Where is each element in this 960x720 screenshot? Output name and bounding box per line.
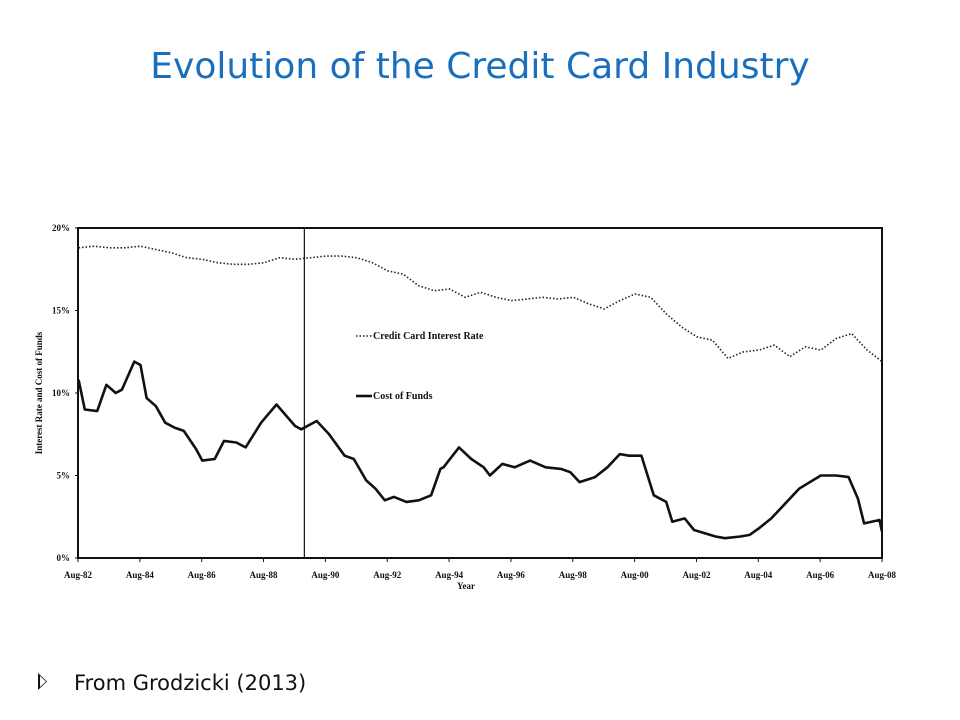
y-axis-label: Interest Rate and Cost of Funds (34, 331, 44, 454)
y-tick-label: 20% (52, 223, 70, 233)
y-tick-label: 5% (57, 471, 71, 481)
legend-label: Cost of Funds (373, 391, 433, 402)
series-line (77, 360, 884, 540)
x-tick-label: Aug-06 (806, 570, 835, 580)
x-tick-label: Aug-84 (126, 570, 155, 580)
x-tick-label: Aug-88 (250, 570, 279, 580)
y-tick-label: 10% (52, 388, 70, 398)
slide-title: Evolution of the Credit Card Industry (150, 46, 809, 87)
x-tick-label: Aug-96 (497, 570, 526, 580)
plot-frame (77, 227, 883, 559)
legend-label: Credit Card Interest Rate (373, 331, 484, 342)
x-tick-label: Aug-86 (188, 570, 217, 580)
series-line (78, 245, 883, 363)
x-tick-label: Aug-82 (64, 570, 93, 580)
bullet-arrow (38, 673, 47, 690)
y-tick-label: 0% (57, 553, 71, 563)
x-tick-label: Aug-98 (559, 570, 588, 580)
x-tick-label: Aug-00 (621, 570, 650, 580)
source-note: From Grodzicki (2013) (74, 671, 306, 695)
x-tick-label: Aug-08 (868, 570, 897, 580)
y-tick-label: 15% (52, 306, 70, 316)
x-tick-label: Aug-94 (435, 570, 464, 580)
x-tick-label: Aug-90 (311, 570, 340, 580)
x-axis-label: Year (457, 581, 475, 591)
x-tick-label: Aug-92 (373, 570, 402, 580)
x-tick-label: Aug-02 (682, 570, 711, 580)
x-tick-label: Aug-04 (744, 570, 773, 580)
